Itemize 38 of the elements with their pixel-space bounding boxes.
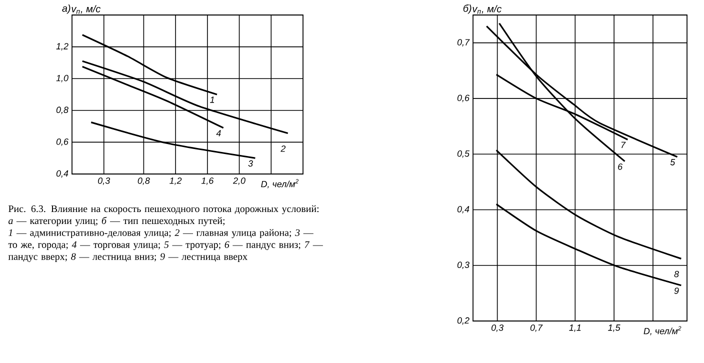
y-tick-label: 0,8 [56, 106, 68, 114]
x-tick-label: 1,6 [201, 178, 214, 185]
chart-title: б) [463, 4, 472, 14]
y-tick-label: 1,2 [56, 43, 68, 50]
series-label: 2 [280, 145, 286, 152]
x-tick-label: 0,7 [530, 324, 543, 332]
y-tick-label: 0,5 [457, 150, 470, 158]
x-tick-label: 1,2 [170, 178, 182, 185]
y-tick-label: 0,4 [457, 206, 470, 214]
series-label: 8 [674, 270, 679, 278]
x-axis-title: D, чел/м$^{2}$ [644, 326, 682, 336]
series-label: 1 [210, 96, 214, 103]
series-label: 4 [216, 130, 221, 136]
x-tick-label: 0,3 [98, 178, 110, 185]
y-tick-label: 0,6 [457, 94, 470, 102]
y-tick-label: 0,6 [56, 138, 68, 146]
series-label: 9 [674, 288, 679, 294]
y-axis-title: v$_{п}$, м/с [72, 5, 101, 14]
text: а — категории улиц; б — тип пешеходных путей; [8, 216, 225, 226]
y-tick-label: 0,2 [457, 317, 470, 325]
x-tick-label: 0,3 [491, 324, 504, 332]
x-tick-label: 0,8 [138, 178, 150, 185]
y-axis-title: v$_{п}$, м/с [472, 5, 502, 14]
x-tick-label: 2,0 [233, 178, 246, 185]
series-label: 5 [670, 159, 676, 166]
series-label: 7 [621, 142, 626, 148]
text: Рис. 6.3. Влияние на скорость пешеходного потока дорожных условий: [8, 205, 319, 214]
x-tick-label: 1,5 [608, 324, 620, 332]
text: 1 — административно-деловая улица; 2 — главная улица района; 3 — то же, города; 4 — торговая улица; 5 — тротуар; 6 — пандус вниз; 7 — пандус вверх; 8 — лестница вниз; 9 — лестница вверх [8, 229, 323, 262]
y-tick-label: 0,4 [56, 170, 68, 178]
x-axis-title: D, чел/м$^{2}$ [261, 179, 299, 188]
y-tick-label: 1,0 [56, 74, 68, 82]
x-tick-label: 1,1 [569, 324, 581, 332]
y-tick-label: 0,3 [457, 262, 470, 270]
series-label: 6 [618, 164, 623, 170]
chart-title: а) [62, 4, 70, 14]
series-label: 3 [248, 160, 253, 167]
y-tick-label: 0,7 [457, 39, 470, 47]
